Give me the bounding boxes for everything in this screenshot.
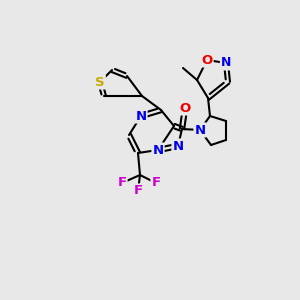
Text: N: N [172, 140, 184, 152]
Text: N: N [135, 110, 147, 122]
Text: N: N [221, 56, 231, 70]
Text: F: F [152, 176, 160, 190]
Text: N: N [152, 143, 164, 157]
Text: F: F [117, 176, 127, 190]
Text: O: O [201, 53, 213, 67]
Text: F: F [134, 184, 142, 197]
Text: S: S [95, 76, 105, 88]
Text: N: N [194, 124, 206, 136]
Text: O: O [179, 101, 191, 115]
